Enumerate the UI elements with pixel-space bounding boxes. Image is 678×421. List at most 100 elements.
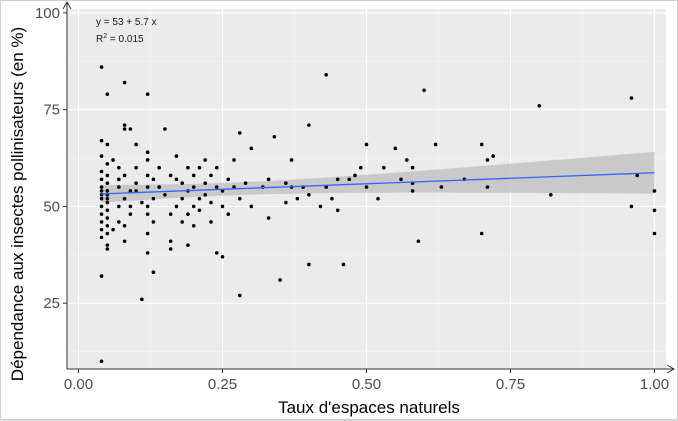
data-point [117,220,121,224]
data-point [364,185,369,189]
data-point [226,177,231,182]
data-point [266,177,271,182]
data-point [105,247,110,251]
x-axis-title: Taux d'espaces naturels [278,398,460,417]
data-point [284,200,288,205]
data-point [134,165,138,170]
data-point [203,158,208,162]
data-point [433,142,438,147]
y-tick-label: 25 [43,295,60,312]
data-point [479,231,484,236]
data-point [220,204,225,209]
y-axis-arrow [62,1,72,10]
data-point [364,142,369,147]
data-point [128,212,133,216]
data-point [122,239,127,244]
axes [62,1,676,374]
data-point [168,173,173,178]
data-point [151,220,156,224]
data-point [652,208,657,213]
regression-equation: y = 53 + 5.7 x [96,17,157,28]
data-point [134,142,138,147]
data-point [209,220,213,224]
data-point [140,200,144,205]
data-point [237,131,242,135]
data-point [376,196,380,201]
data-point [232,185,236,189]
data-point [405,158,409,162]
data-point [145,185,150,189]
data-point [145,92,150,96]
data-point [537,103,542,108]
data-point [652,189,657,193]
r-squared-label: R2 = 0.015 [96,33,144,45]
data-point [180,181,184,185]
data-point [134,189,138,193]
data-point [220,254,225,259]
data-point [128,204,133,209]
data-point [99,138,104,143]
x-tick-label: 0.50 [352,376,381,393]
data-point [145,231,150,236]
data-point [105,200,110,205]
data-point [99,220,104,224]
confidence-band [101,151,655,203]
data-point [99,154,104,158]
data-point [209,173,213,178]
data-point [99,359,104,364]
data-point [335,177,340,182]
data-point [191,185,196,189]
data-point [485,158,490,162]
y-tick-labels: 25 50 75 100 [35,5,60,312]
data-point [186,165,190,170]
data-point [330,196,334,201]
data-point [399,177,403,182]
data-point [117,177,121,182]
data-point [307,193,311,197]
data-point [99,204,104,209]
data-point [226,212,231,216]
data-point [186,243,190,247]
data-point [151,270,156,275]
data-point [117,204,121,209]
data-point [174,154,179,158]
data-point [324,73,328,77]
data-point [145,212,150,216]
data-point [99,235,104,240]
data-point [289,158,294,162]
data-point [105,216,110,220]
data-point [105,189,110,193]
data-point [122,123,127,127]
data-point [145,204,150,209]
y-axis-title: Dépendance aux insectes pollinisateurs (… [8,27,27,381]
data-point [168,247,173,251]
data-point [99,274,104,278]
data-point [105,162,110,166]
x-tick-label: 1.00 [640,376,669,393]
data-point [122,80,127,85]
data-point [272,134,277,139]
data-point [105,181,110,185]
data-point [145,158,150,162]
data-points [99,65,657,364]
regression-line [101,172,655,195]
data-point [410,165,415,170]
data-point [629,204,634,209]
data-point [203,181,208,185]
data-point [163,193,167,197]
data-point [479,142,484,147]
data-point [99,227,104,232]
data-point [111,158,115,162]
data-point [168,239,173,244]
data-point [99,177,104,182]
data-point [111,227,115,232]
data-point [122,196,127,201]
data-point [157,165,161,170]
data-point [214,251,219,255]
data-point [197,196,202,201]
data-point [134,181,138,185]
data-point [266,216,271,220]
data-point [249,146,254,151]
data-point [635,173,640,178]
